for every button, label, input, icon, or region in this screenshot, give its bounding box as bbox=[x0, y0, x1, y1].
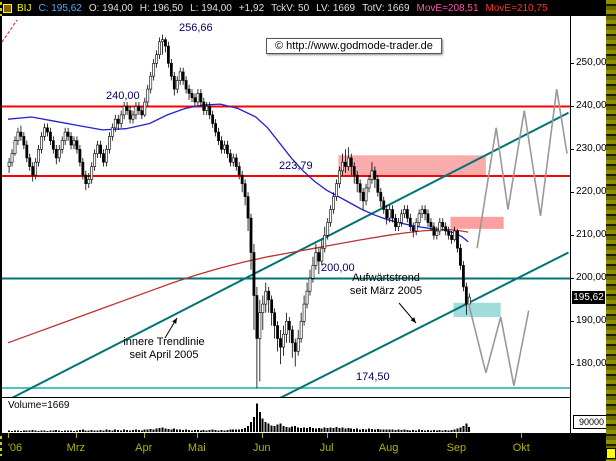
level-223-label: 223,79 bbox=[279, 160, 313, 172]
info-token: C: 195,62 bbox=[38, 2, 82, 14]
time-axis-tick bbox=[456, 433, 458, 438]
price-axis-label: 190,00 bbox=[576, 315, 607, 327]
volume-label: Volume=1669 bbox=[8, 400, 70, 411]
symbol-icon bbox=[3, 3, 12, 13]
info-token: O: 194,00 bbox=[88, 2, 133, 14]
candlestick-series bbox=[7, 34, 471, 388]
price-axis-tick bbox=[571, 320, 574, 322]
price-axis-tick bbox=[571, 277, 574, 279]
inner-trendline-annotation: innere Trendlinie seit April 2005 bbox=[114, 336, 214, 362]
time-axis-label: '06 bbox=[7, 442, 23, 454]
time-axis-tick bbox=[521, 433, 523, 438]
price-pane bbox=[2, 19, 570, 397]
price-axis-label: 180,00 bbox=[576, 358, 607, 370]
time-axis-tick bbox=[326, 433, 328, 438]
lower-zigzag bbox=[467, 301, 530, 386]
price-axis-tick bbox=[571, 191, 574, 193]
time-axis-label: Mrz bbox=[66, 442, 85, 454]
price-axis-label: 250,00 bbox=[576, 57, 607, 69]
uptrend-arrow bbox=[398, 302, 417, 324]
time-axis-label: Jun bbox=[252, 442, 271, 454]
price-axis-tick bbox=[571, 105, 574, 107]
level-174-label: 174,50 bbox=[356, 371, 390, 383]
volume-pane bbox=[2, 397, 570, 432]
info-token: MovE=210,75 bbox=[485, 2, 548, 14]
price-axis-tick bbox=[571, 363, 574, 365]
time-axis-label: Mai bbox=[187, 442, 206, 454]
ma-fast-line bbox=[7, 103, 469, 243]
info-token: BIJ bbox=[17, 2, 32, 14]
time-axis-tick bbox=[8, 433, 9, 438]
info-token: L: 194,00 bbox=[190, 2, 232, 14]
info-token: MovE=208,51 bbox=[416, 2, 479, 14]
info-token: +1,92 bbox=[238, 2, 265, 14]
price-axis-label: 210,00 bbox=[576, 229, 607, 241]
info-bar: BIJ C: 195,62 O: 194,00 H: 196,50 L: 194,00 +… bbox=[0, 0, 606, 16]
time-axis-label: Okt bbox=[512, 442, 530, 454]
ma-slow-line bbox=[7, 229, 469, 344]
price-axis-label: 240,00 bbox=[576, 100, 607, 112]
time-axis-tick bbox=[388, 433, 390, 438]
level-240-label: 240,00 bbox=[106, 90, 140, 102]
info-token: H: 196,50 bbox=[139, 2, 184, 14]
chart-canvas[interactable] bbox=[2, 16, 570, 433]
peak-price-label: 256,66 bbox=[179, 22, 213, 34]
info-token: TotV: 1669 bbox=[362, 2, 410, 14]
time-axis-tick bbox=[261, 433, 263, 438]
price-axis-tick bbox=[571, 62, 574, 64]
uptrend-annotation-line2: seit März 2005 bbox=[349, 285, 423, 297]
uptrend-annotation-line1: Aufwärtstrend bbox=[352, 272, 420, 284]
inner-trendline-arrow bbox=[164, 317, 178, 339]
inner-trendline bbox=[11, 111, 569, 397]
right-scrollbar[interactable] bbox=[606, 0, 616, 461]
time-axis-label: Apr bbox=[135, 442, 153, 454]
resize-corner[interactable] bbox=[606, 448, 616, 459]
price-axis-label: 230,00 bbox=[576, 143, 607, 155]
price-chart[interactable]: 256,66 240,00 223,79 200,00 174,50 © htt… bbox=[2, 16, 570, 433]
broken-support-box bbox=[450, 216, 504, 229]
offscreen-trendline-segment bbox=[2, 19, 18, 43]
time-axis-tick bbox=[143, 433, 145, 438]
time-axis: '06 Mrz Apr Mai Jun Jul Aug Sep Okt bbox=[0, 433, 606, 461]
time-axis-tick bbox=[196, 433, 198, 438]
price-axis-label: 220,00 bbox=[576, 186, 607, 198]
volume-scale-label: 90000 bbox=[573, 415, 607, 429]
uptrend-line bbox=[279, 251, 569, 397]
support-target-box bbox=[453, 302, 501, 317]
info-token: TckV: 50 bbox=[271, 2, 310, 14]
left-edge-mark-top bbox=[0, 2, 2, 16]
price-axis-label: 200,00 bbox=[576, 272, 607, 284]
inner-trendline-annotation-line1: innere Trendlinie bbox=[123, 336, 205, 348]
upper-zigzag bbox=[476, 88, 568, 249]
volume-bars bbox=[8, 403, 471, 432]
time-axis-label: Sep bbox=[446, 442, 467, 454]
price-axis[interactable]: 195,62 90000 250,00 240,00 230,00 220,00 210… bbox=[570, 16, 607, 433]
inner-trendline-annotation-line2: seit April 2005 bbox=[129, 349, 199, 361]
level-200-label: 200,00 bbox=[321, 262, 355, 274]
time-axis-label: Aug bbox=[378, 442, 399, 454]
info-token: LV: 1669 bbox=[316, 2, 356, 14]
current-price-badge: 195,62 bbox=[572, 290, 605, 304]
price-axis-tick bbox=[571, 148, 574, 150]
left-edge-mark-bottom bbox=[0, 436, 2, 456]
time-axis-label: Jul bbox=[319, 442, 334, 454]
uptrend-annotation: Aufwärtstrend seit März 2005 bbox=[330, 272, 442, 298]
price-axis-tick bbox=[571, 234, 574, 236]
watermark: © http://www.godmode-trader.de bbox=[266, 38, 442, 54]
time-axis-tick bbox=[75, 433, 77, 438]
